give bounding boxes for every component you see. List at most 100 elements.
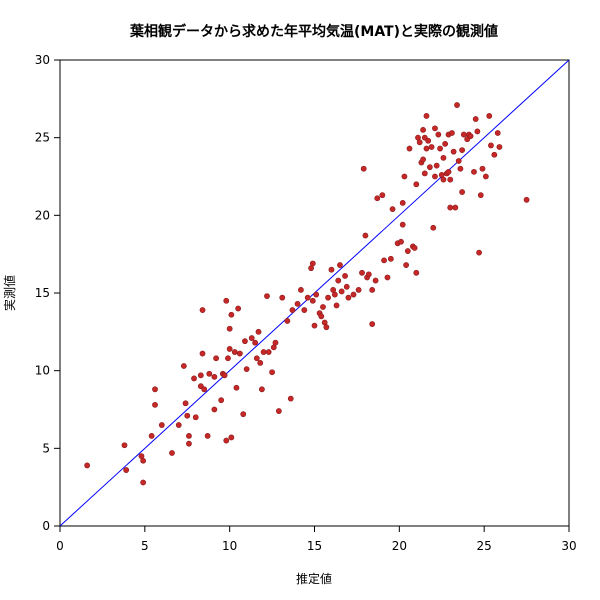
- x-tick-label: 25: [477, 539, 492, 553]
- data-point: [199, 350, 206, 357]
- data-point: [255, 328, 262, 335]
- data-point: [197, 372, 204, 379]
- data-point: [221, 372, 228, 379]
- data-point: [169, 450, 175, 456]
- x-axis-label: 推定値: [296, 571, 332, 586]
- data-point: [226, 325, 233, 332]
- data-point: [275, 408, 282, 414]
- data-point: [467, 133, 474, 140]
- data-point: [269, 369, 275, 376]
- data-point: [158, 422, 165, 428]
- data-point: [387, 255, 394, 262]
- data-point: [223, 297, 230, 304]
- data-point: [442, 140, 449, 147]
- data-point: [192, 414, 199, 421]
- y-tick-label: 0: [42, 519, 50, 533]
- data-point: [225, 355, 231, 362]
- data-point: [379, 192, 386, 199]
- data-point: [362, 232, 369, 239]
- data-point: [211, 373, 218, 380]
- data-point: [304, 294, 311, 301]
- data-point: [494, 130, 501, 136]
- data-point: [123, 467, 130, 473]
- data-point: [211, 406, 218, 413]
- data-point: [228, 311, 235, 318]
- data-point: [311, 322, 318, 329]
- data-point: [325, 294, 331, 301]
- x-tick-label: 0: [56, 539, 64, 553]
- data-point: [486, 113, 493, 119]
- data-point: [284, 318, 291, 324]
- data-point: [447, 176, 454, 183]
- data-point: [404, 248, 411, 254]
- data-point: [423, 145, 430, 152]
- data-point: [426, 164, 433, 171]
- data-point: [365, 271, 372, 278]
- data-point: [476, 249, 482, 256]
- data-point: [243, 366, 250, 373]
- data-point: [455, 158, 462, 164]
- data-point: [242, 338, 248, 345]
- data-point: [420, 156, 426, 163]
- data-point: [301, 307, 308, 313]
- data-point: [471, 168, 477, 175]
- data-point: [428, 144, 435, 150]
- y-tick-label: 5: [42, 441, 50, 455]
- data-point: [435, 131, 442, 138]
- data-point: [228, 434, 235, 441]
- data-point: [294, 300, 301, 307]
- data-point: [449, 130, 455, 136]
- data-point: [184, 412, 191, 419]
- data-point: [226, 346, 233, 352]
- y-axis-label: 実測値: [2, 275, 17, 311]
- data-point: [450, 148, 457, 155]
- data-point: [264, 293, 270, 300]
- data-point: [289, 307, 296, 313]
- data-point: [452, 204, 459, 211]
- data-point: [231, 349, 238, 355]
- x-tick-label: 30: [561, 539, 576, 553]
- data-point: [423, 113, 430, 119]
- data-point: [186, 440, 192, 447]
- data-point: [420, 126, 426, 133]
- data-point: [191, 375, 197, 382]
- data-point: [496, 144, 503, 150]
- data-point: [440, 176, 447, 183]
- data-point: [287, 395, 294, 402]
- data-point: [318, 313, 325, 320]
- y-tick-label: 15: [35, 286, 50, 300]
- data-point: [389, 206, 396, 213]
- data-point: [445, 168, 452, 175]
- data-point: [260, 349, 267, 355]
- data-point: [460, 131, 467, 138]
- data-point: [199, 307, 206, 313]
- data-point: [472, 116, 479, 122]
- x-tick-label: 15: [307, 539, 322, 553]
- data-point: [236, 350, 243, 357]
- data-point: [360, 165, 367, 172]
- data-point: [257, 359, 264, 366]
- data-point: [148, 433, 155, 439]
- data-point: [235, 305, 242, 312]
- data-point: [350, 291, 357, 298]
- data-point: [482, 173, 489, 180]
- data-point: [440, 154, 447, 161]
- data-point: [213, 355, 219, 362]
- data-point: [331, 291, 338, 298]
- data-point: [298, 286, 304, 293]
- data-point: [398, 238, 404, 245]
- data-point: [433, 162, 440, 169]
- data-point: [265, 349, 272, 355]
- data-point: [328, 266, 335, 273]
- data-point: [374, 195, 381, 202]
- data-point: [447, 204, 454, 211]
- data-point: [399, 221, 406, 228]
- data-point: [175, 422, 182, 428]
- data-point: [140, 457, 147, 464]
- data-point: [454, 102, 460, 108]
- data-point: [152, 401, 158, 408]
- data-point: [523, 196, 530, 203]
- data-point: [223, 437, 230, 444]
- data-point: [233, 384, 240, 391]
- data-point: [252, 339, 259, 346]
